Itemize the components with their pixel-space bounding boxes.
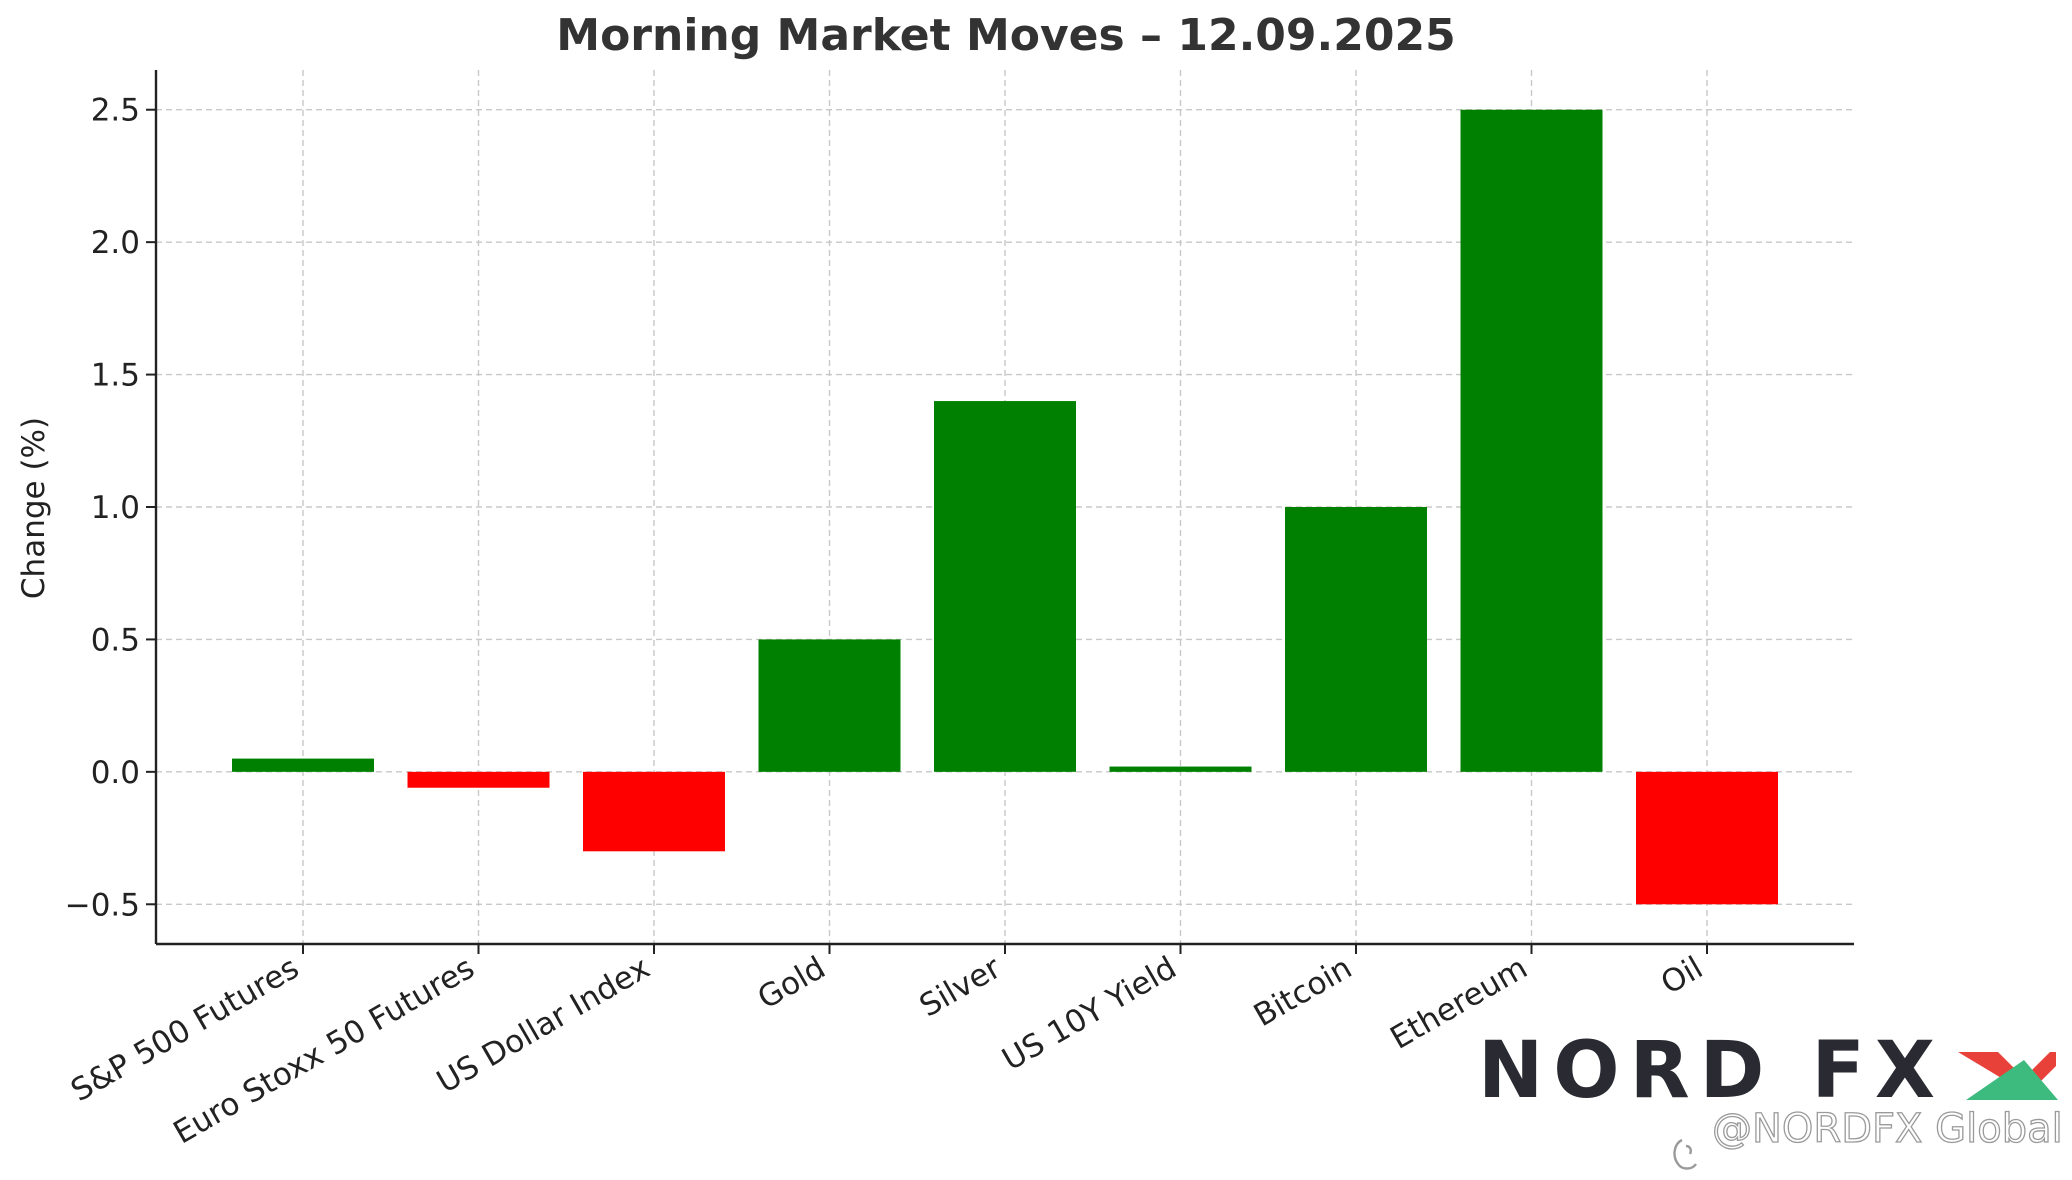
y-tick-label: 2.0 (91, 225, 140, 261)
y-tick-label: 1.0 (91, 490, 140, 526)
y-tick-label: 0.5 (91, 622, 140, 658)
chart-title: Morning Market Moves – 12.09.2025 (556, 10, 1455, 61)
weibo-icon (1673, 1138, 1697, 1170)
bar (583, 771, 725, 852)
logo-x-green-part (1966, 1060, 2058, 1100)
nordfx-logo: NORD FX (1478, 1026, 2058, 1116)
bar (232, 758, 374, 772)
bar (758, 639, 901, 772)
bar (934, 401, 1076, 772)
y-tick-label: 0.0 (91, 755, 140, 791)
bar (1636, 771, 1778, 905)
y-ticks: −0.5 0.0 0.5 1.0 1.5 2.0 2.5 (65, 93, 156, 923)
bar (1460, 109, 1603, 772)
bar (1109, 766, 1252, 772)
bar (1285, 507, 1427, 772)
y-tick-label: 2.5 (91, 93, 140, 129)
watermark: @NORDFX Global (1673, 1105, 2063, 1170)
bar (407, 771, 550, 788)
y-tick-label: −0.5 (65, 887, 140, 923)
watermark-text: @NORDFX Global (1712, 1106, 2063, 1152)
y-axis-label: Change (%) (16, 417, 52, 599)
bars (232, 109, 1778, 905)
logo-text: NORD FX (1478, 1026, 1945, 1116)
y-tick-label: 1.5 (91, 358, 140, 394)
